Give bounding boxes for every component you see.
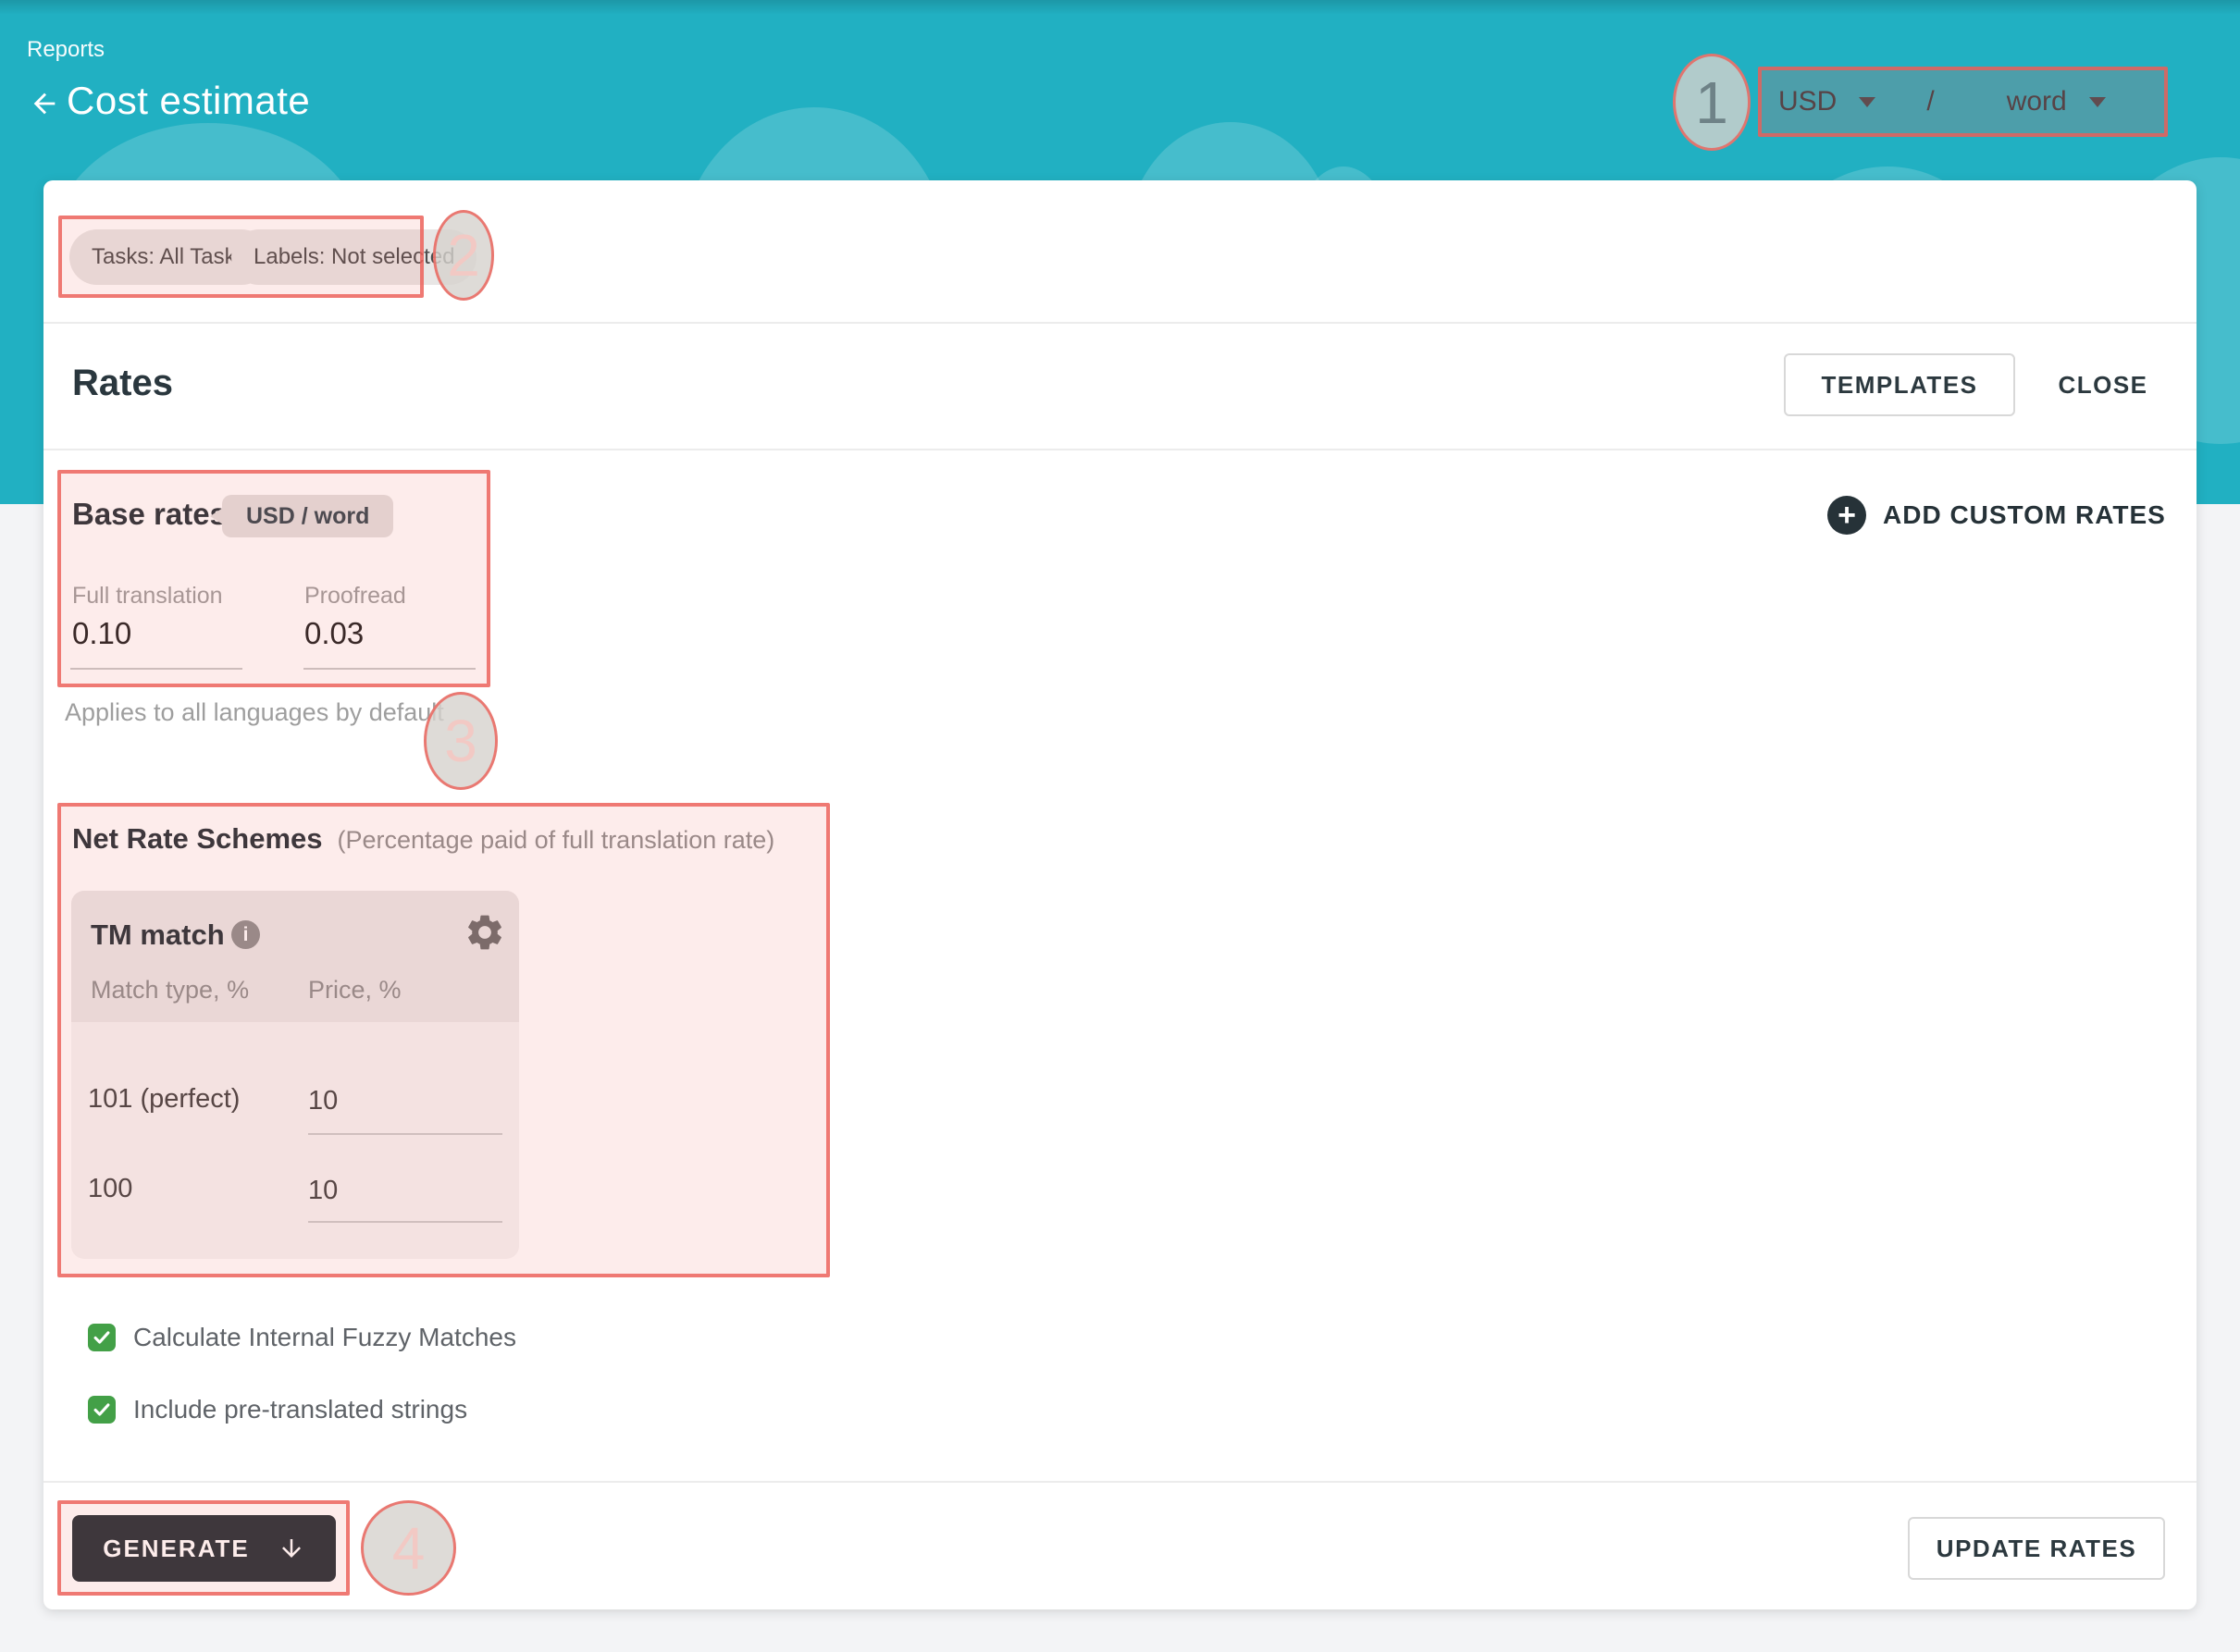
- separator: /: [1926, 86, 1935, 117]
- update-rates-button[interactable]: UPDATE RATES: [1908, 1517, 2165, 1580]
- arrow-down-icon: [281, 1539, 301, 1558]
- add-custom-rates-button[interactable]: + ADD CUSTOM RATES: [1827, 496, 2166, 535]
- net-rate-schemes-subtitle: (Percentage paid of full translation rat…: [337, 826, 775, 854]
- checkbox-checked-icon[interactable]: [88, 1396, 116, 1424]
- proofread-label: Proofread: [304, 583, 406, 609]
- add-custom-rates-label: ADD CUSTOM RATES: [1883, 500, 2166, 529]
- tm-row-price-input[interactable]: 10: [308, 1086, 339, 1116]
- arrow-left-icon: [33, 92, 56, 115]
- labels-filter-label: Labels: Not selected: [254, 244, 455, 269]
- net-rate-schemes-heading: Net Rate Schemes (Percentage paid of ful…: [72, 822, 774, 856]
- base-rates-note: Applies to all languages by default: [65, 698, 444, 726]
- top-shade: [0, 0, 2240, 15]
- unit-value: word: [2006, 86, 2067, 117]
- checkmark-icon: [93, 1331, 110, 1344]
- match-type-column-header: Match type, %: [91, 976, 250, 1004]
- tasks-filter-label: Tasks: All Tasks: [92, 244, 247, 269]
- badge-notch: [210, 508, 223, 524]
- divider: [43, 322, 2197, 324]
- calculate-fuzzy-checkbox-row[interactable]: Calculate Internal Fuzzy Matches: [88, 1323, 516, 1352]
- full-translation-input[interactable]: 0.10: [72, 616, 132, 650]
- chevron-down-icon: [1859, 96, 1876, 107]
- divider: [43, 1481, 2197, 1483]
- templates-button[interactable]: TEMPLATES: [1784, 353, 2015, 416]
- include-pretranslated-label: Include pre-translated strings: [133, 1395, 468, 1424]
- include-pretranslated-checkbox-row[interactable]: Include pre-translated strings: [88, 1395, 467, 1424]
- close-button[interactable]: CLOSE: [2047, 361, 2160, 409]
- tm-row-match: 101 (perfect): [88, 1084, 241, 1114]
- net-rate-schemes-title: Net Rate Schemes: [72, 822, 323, 855]
- input-underline: [308, 1221, 502, 1223]
- tm-row-price-input[interactable]: 10: [308, 1176, 339, 1205]
- plus-icon: +: [1827, 496, 1866, 535]
- tm-match-header: [71, 891, 519, 1022]
- base-rates-title: Base rates: [72, 497, 227, 531]
- labels-filter-chip[interactable]: Labels: Not selected: [231, 229, 477, 285]
- currency-unit-control: USD / word: [1758, 67, 2168, 137]
- currency-select[interactable]: USD: [1778, 86, 1876, 117]
- checkbox-checked-icon[interactable]: [88, 1324, 116, 1351]
- tm-match-title: TM match: [91, 918, 225, 951]
- input-underline: [303, 668, 476, 670]
- base-rates-unit-badge: USD / word: [210, 495, 394, 537]
- divider: [43, 449, 2197, 450]
- generate-button[interactable]: GENERATE: [72, 1515, 336, 1582]
- price-column-header: Price, %: [308, 976, 402, 1004]
- generate-label: GENERATE: [103, 1534, 250, 1562]
- info-icon[interactable]: i: [231, 920, 260, 949]
- input-underline: [70, 668, 242, 670]
- chevron-down-icon: [2088, 96, 2106, 107]
- checkmark-icon: [93, 1403, 110, 1416]
- rates-heading: Rates: [72, 363, 173, 403]
- tm-row-match: 100: [88, 1174, 133, 1203]
- back-button[interactable]: [26, 85, 63, 122]
- unit-select[interactable]: word: [2007, 86, 2106, 117]
- calculate-fuzzy-label: Calculate Internal Fuzzy Matches: [133, 1323, 516, 1351]
- proofread-input[interactable]: 0.03: [304, 616, 365, 650]
- full-translation-label: Full translation: [72, 583, 223, 609]
- tm-match-card: TM match i Match type, % Price, % 101 (p…: [71, 891, 519, 1259]
- breadcrumb[interactable]: Reports: [27, 37, 105, 62]
- input-underline: [308, 1133, 502, 1135]
- base-rates-unit-label: USD / word: [246, 502, 370, 529]
- gear-icon[interactable]: [464, 911, 506, 954]
- page-title: Cost estimate: [67, 79, 311, 122]
- currency-value: USD: [1778, 86, 1838, 117]
